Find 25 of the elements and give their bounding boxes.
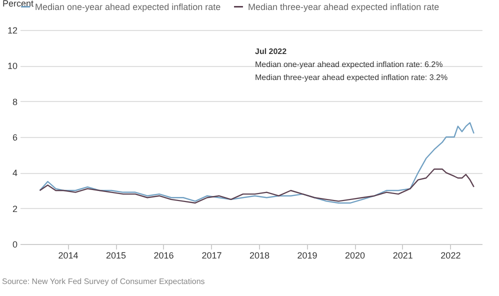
x-tick-label: 2022 — [440, 250, 461, 260]
annotation: Jul 2022 — [255, 47, 288, 56]
x-tick-label: 2018 — [249, 250, 270, 260]
y-tick-label: 8 — [12, 96, 18, 107]
x-tick-label: 2019 — [297, 250, 318, 260]
y-tick-label: 6 — [12, 132, 18, 142]
x-tick-label: 2015 — [106, 250, 126, 260]
x-tick-label: 2014 — [58, 250, 78, 260]
line-series — [39, 168, 474, 204]
line-series — [39, 122, 474, 204]
legend-label: Median three-year ahead expected inflation rate — [248, 2, 440, 12]
y-tick-label: 10 — [7, 61, 18, 72]
legend-label: Median one-year ahead expected inflation rate — [35, 2, 221, 12]
annotation: Median three-year ahead expected inflation rate: 3.2% — [255, 73, 448, 82]
y-axis-title: Percent — [2, 0, 34, 8]
source-note: Source: New York Fed Survey of Consumer Expectations — [2, 277, 205, 286]
x-tick-label: 2016 — [154, 250, 174, 260]
y-tick-label: 4 — [12, 168, 18, 178]
x-tick-label: 2017 — [202, 250, 222, 260]
x-tick-label: 2021 — [392, 250, 413, 260]
y-tick-label: 12 — [7, 26, 18, 36]
annotation: Median one-year ahead expected inflation rate: 6.2% — [255, 60, 443, 69]
x-tick-label: 2020 — [345, 250, 366, 260]
y-tick-label: 2 — [12, 204, 18, 214]
y-tick-label: 0 — [12, 240, 18, 250]
